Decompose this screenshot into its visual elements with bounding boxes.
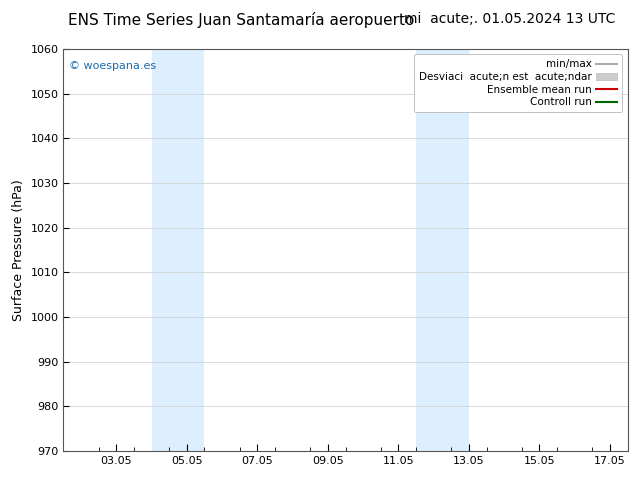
- Text: © woespana.es: © woespana.es: [69, 61, 156, 71]
- Bar: [152, 49, 204, 451]
- Text: mi  acute;. 01.05.2024 13 UTC: mi acute;. 01.05.2024 13 UTC: [404, 12, 615, 26]
- Bar: [416, 49, 469, 451]
- Text: ENS Time Series Juan Santamaría aeropuerto: ENS Time Series Juan Santamaría aeropuer…: [68, 12, 414, 28]
- Y-axis label: Surface Pressure (hPa): Surface Pressure (hPa): [12, 179, 25, 321]
- Legend: min/max, Desviaci  acute;n est  acute;ndar, Ensemble mean run, Controll run: min/max, Desviaci acute;n est acute;ndar…: [414, 54, 623, 112]
